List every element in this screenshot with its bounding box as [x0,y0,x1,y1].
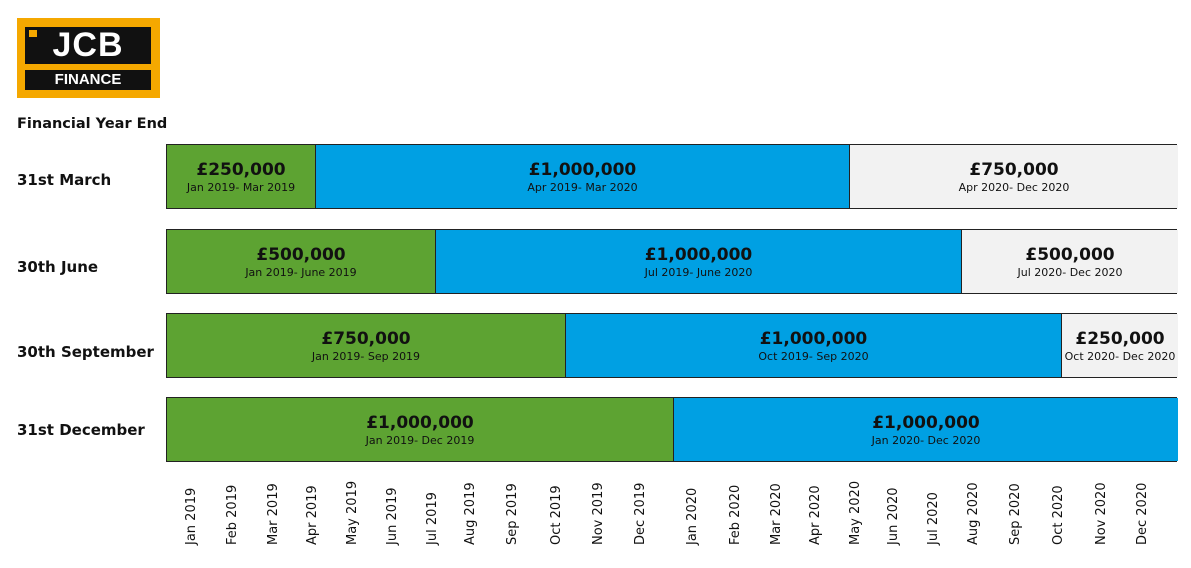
segment-blue: £1,000,000 Oct 2019- Sep 2020 [565,314,1061,377]
x-tick-label: Jul 2019 [425,492,440,545]
x-tick-label: Mar 2019 [266,483,281,545]
jcb-finance-logo: JCB FINANCE [17,18,160,98]
segment-grey: £250,000 Oct 2020- Dec 2020 [1061,314,1178,377]
x-tick-label: Jan 2019 [184,487,199,545]
x-tick-label: Dec 2019 [633,482,648,545]
segment-green: £500,000 Jan 2019- June 2019 [167,230,435,293]
segment-period: Jul 2020- Dec 2020 [1017,266,1123,279]
segment-grey: £500,000 Jul 2020- Dec 2020 [961,230,1178,293]
segment-grey: £750,000 Apr 2020- Dec 2020 [849,145,1178,208]
x-tick-label: Jun 2020 [886,487,901,545]
x-tick-label: Aug 2019 [463,482,478,545]
segment-green: £250,000 Jan 2019- Mar 2019 [167,145,315,208]
segment-amount: £250,000 [196,160,286,180]
row-label: 30th September [17,343,154,361]
x-tick-label: Apr 2019 [305,485,320,545]
segment-blue: £1,000,000 Jul 2019- June 2020 [435,230,961,293]
segment-period: Oct 2020- Dec 2020 [1064,350,1176,363]
segment-period: Jan 2019- Sep 2019 [311,350,421,363]
segment-amount: £500,000 [256,245,346,265]
x-tick-label: Mar 2020 [769,483,784,545]
row-label: 31st March [17,171,112,189]
timeline-bar: £750,000 Jan 2019- Sep 2019 £1,000,000 Oct … [166,313,1178,378]
segment-amount: £500,000 [1025,245,1115,265]
segment-amount: £750,000 [321,329,411,349]
segment-blue: £1,000,000 Apr 2019- Mar 2020 [315,145,849,208]
x-tick-label: Oct 2019 [549,485,564,545]
x-tick-label: Jul 2020 [926,492,941,545]
timeline-bar: £500,000 Jan 2019- June 2019 £1,000,000 Jul… [166,229,1178,294]
logo-sub: FINANCE [25,70,151,90]
row-label: 30th June [17,258,99,276]
timeline-bar: £250,000 Jan 2019- Mar 2019 £1,000,000 Apr … [166,144,1178,209]
segment-period: Apr 2019- Mar 2020 [527,181,638,194]
timeline-bar: £1,000,000 Jan 2019- Dec 2019 £1,000,000 Ja… [166,397,1178,462]
segment-amount: £250,000 [1075,329,1165,349]
segment-period: Jan 2019- Mar 2019 [186,181,296,194]
segment-amount: £1,000,000 [644,245,753,265]
segment-amount: £1,000,000 [872,413,980,433]
x-tick-label: Sep 2020 [1008,483,1023,545]
segment-period: Jan 2020- Dec 2020 [871,434,981,447]
row-label: 31st December [17,421,145,439]
x-tick-label: Aug 2020 [966,482,981,545]
x-tick-label: Dec 2020 [1135,482,1150,545]
segment-period: Apr 2020- Dec 2020 [958,181,1070,194]
x-tick-label: Feb 2020 [728,484,743,545]
x-tick-label: Jun 2019 [385,487,400,545]
segment-amount: £750,000 [969,160,1059,180]
x-tick-label: Feb 2019 [225,484,240,545]
x-tick-label: Nov 2020 [1094,482,1109,545]
chart-title: Financial Year End [17,116,168,132]
segment-blue: £1,000,000 Jan 2020- Dec 2020 [673,398,1178,461]
x-tick-label: May 2020 [848,480,863,545]
x-tick-label: Oct 2020 [1051,485,1066,545]
segment-period: Jul 2019- June 2020 [644,266,753,279]
logo-brand: JCB [25,27,151,64]
segment-green: £1,000,000 Jan 2019- Dec 2019 [167,398,673,461]
segment-amount: £1,000,000 [528,160,637,180]
segment-period: Jan 2019- June 2019 [245,266,357,279]
segment-period: Oct 2019- Sep 2020 [758,350,869,363]
x-tick-label: May 2019 [345,480,360,545]
x-tick-label: Sep 2019 [505,483,520,545]
segment-period: Jan 2019- Dec 2019 [365,434,475,447]
logo-badge-icon [29,30,37,37]
segment-amount: £1,000,000 [759,329,868,349]
segment-green: £750,000 Jan 2019- Sep 2019 [167,314,565,377]
segment-amount: £1,000,000 [366,413,474,433]
x-tick-label: Apr 2020 [808,485,823,545]
x-tick-label: Jan 2020 [685,487,700,545]
x-tick-label: Nov 2019 [591,482,606,545]
